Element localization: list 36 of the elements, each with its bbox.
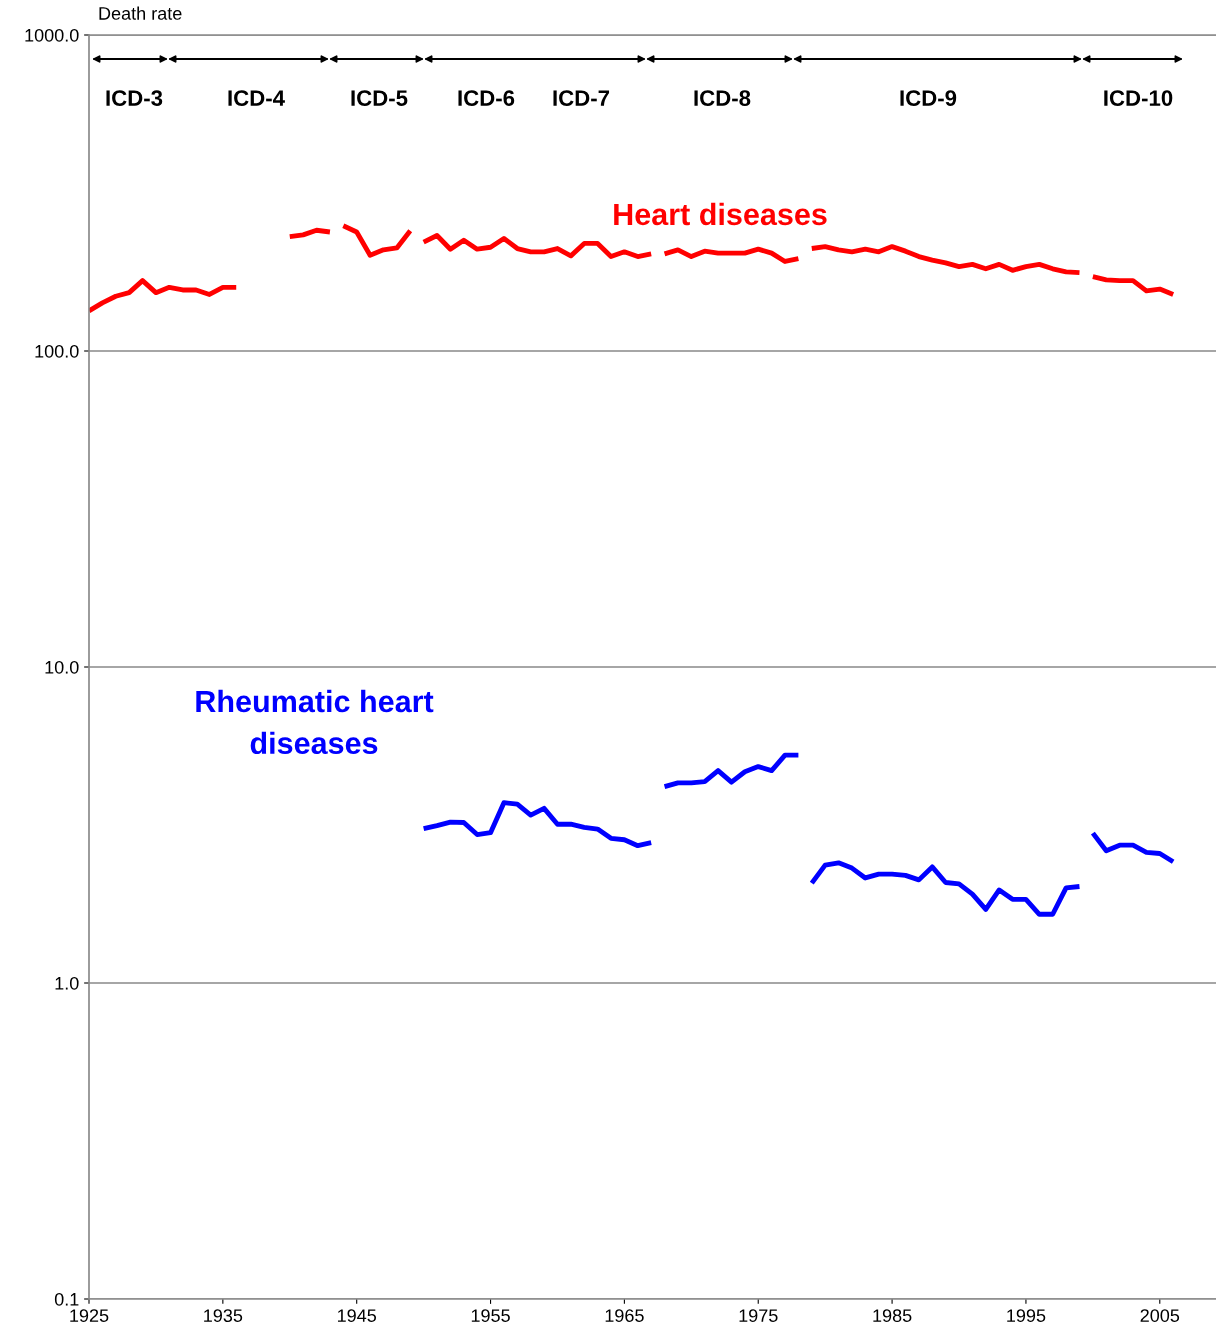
line-series [287,227,333,240]
line-series [421,233,654,259]
line-series [1090,830,1176,865]
y-tick-label: 1000.0 [25,28,79,42]
x-tick-label: 1935 [204,1309,243,1322]
annotation: ICD-5 [351,90,408,106]
annotation: ICD-7 [553,90,610,106]
line-series [809,244,1082,276]
line-series [1090,274,1176,297]
line-series [662,752,801,790]
y-tick-label: 10.0 [45,660,79,674]
x-tick-label: 1975 [739,1309,778,1322]
annotation: ICD-3 [106,90,163,106]
line-series [89,278,239,314]
x-tick-label: 1955 [471,1309,510,1322]
x-tick-label: 1985 [873,1309,912,1322]
line-series [421,800,654,849]
x-tick-label: 1925 [70,1309,109,1322]
text: Rheumatic heart diseases [196,689,434,755]
line-series [340,223,413,258]
y-tick-label: 0.1 [54,1292,79,1306]
x-tick-label: 1995 [1007,1309,1046,1322]
y-axis-title: Death rate [99,6,182,20]
annotation: ICD-4 [228,90,285,106]
annotation: ICD-6 [458,90,515,106]
annotation: ICD-8 [694,90,751,106]
y-tick-label: 1.0 [55,976,79,990]
y-tick-label: 100.0 [35,344,79,358]
annotation: ICD-10 [1104,90,1173,106]
x-tick-label: 1945 [337,1309,377,1322]
x-tick-label: 1965 [605,1309,644,1322]
series-label: Heart diseases [614,202,827,226]
annotation: ICD-9 [900,90,957,106]
line-series [662,246,801,264]
x-tick-label: 2005 [1140,1309,1180,1322]
line-series [809,860,1082,917]
